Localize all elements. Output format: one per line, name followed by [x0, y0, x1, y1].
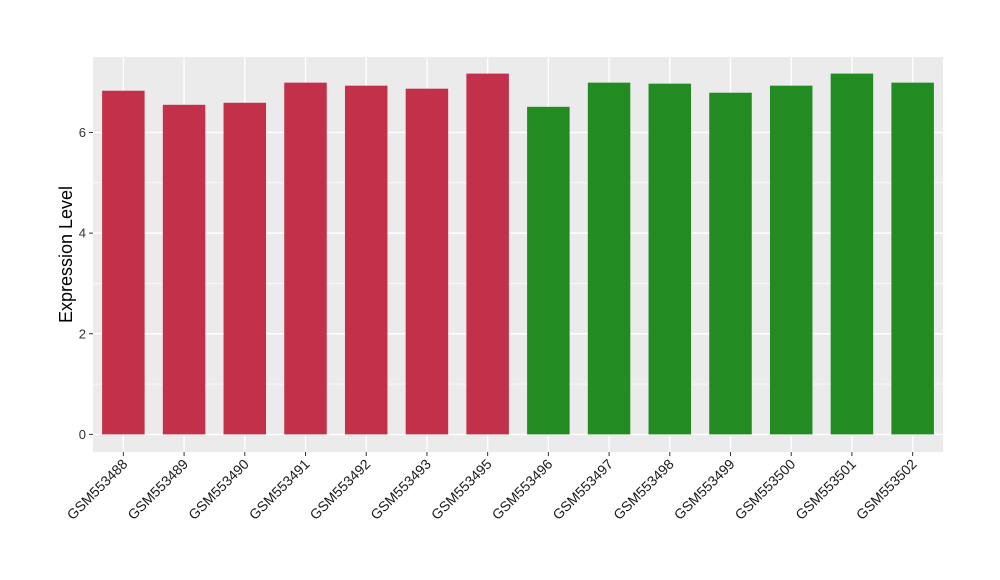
x-axis: GSM553488GSM553489GSM553490GSM553491GSM5… — [64, 452, 920, 523]
x-tick-label: GSM553498 — [610, 456, 677, 523]
x-tick-label: GSM553500 — [731, 456, 798, 523]
plot-panel — [93, 57, 943, 452]
bar-GSM553495 — [466, 73, 509, 435]
x-tick-label: GSM553495 — [428, 456, 495, 523]
x-tick-label: GSM553492 — [306, 456, 373, 523]
bar-GSM553490 — [223, 102, 267, 435]
bar-GSM553498 — [648, 83, 692, 435]
bar-GSM553491 — [284, 82, 327, 435]
x-tick-label: GSM553497 — [549, 456, 616, 523]
x-tick-label: GSM553496 — [489, 456, 556, 523]
x-tick-label: GSM553502 — [853, 456, 920, 523]
bar-GSM553502 — [891, 82, 934, 435]
bar-GSM553499 — [709, 92, 752, 435]
y-tick-label: 0 — [79, 427, 86, 442]
x-tick-label: GSM553493 — [367, 456, 434, 523]
y-axis-title: Expression Level — [56, 186, 76, 323]
bar-GSM553493 — [405, 88, 449, 435]
bar-GSM553501 — [830, 73, 874, 435]
bar-GSM553492 — [344, 85, 388, 435]
bar-GSM553497 — [587, 82, 631, 435]
bar-GSM553488 — [102, 90, 145, 435]
bar-GSM553496 — [527, 106, 570, 435]
x-tick-label: GSM553489 — [124, 456, 191, 523]
y-tick-label: 4 — [79, 226, 86, 241]
bar-GSM553500 — [769, 85, 813, 435]
bar-GSM553489 — [162, 104, 206, 435]
x-tick-label: GSM553501 — [792, 456, 859, 523]
y-tick-label: 6 — [79, 125, 86, 140]
x-tick-label: GSM553490 — [185, 456, 252, 523]
x-tick-label: GSM553491 — [246, 456, 313, 523]
y-tick-label: 2 — [79, 326, 86, 341]
x-tick-label: GSM553488 — [64, 456, 131, 523]
x-tick-label: GSM553499 — [671, 456, 738, 523]
bars — [102, 73, 934, 435]
y-axis: 0 2 4 6 — [79, 125, 93, 442]
